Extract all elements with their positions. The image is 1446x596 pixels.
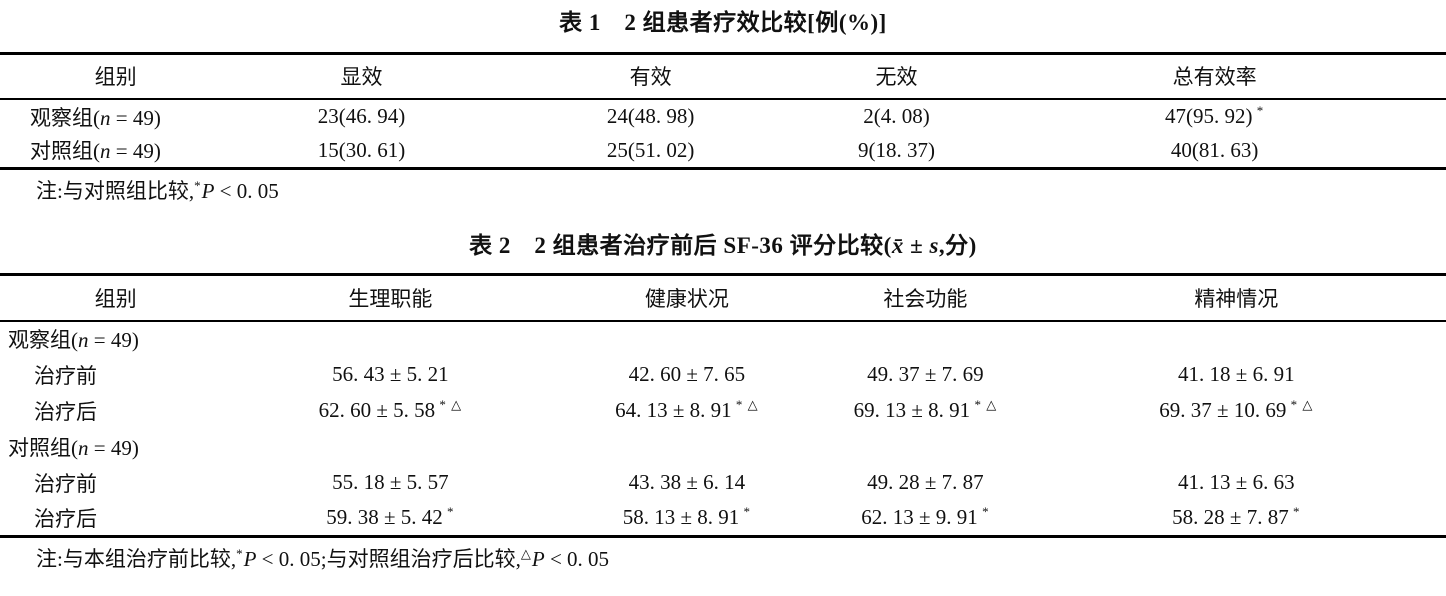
value-cell: 25(51. 02) [606,137,695,162]
value-cell: 58. 28 ± 7. 87 * [1172,504,1301,530]
table1-note: 注:与对照组比较,*P < 0. 05 [36,178,279,203]
column-header: 健康状况 [549,274,825,322]
table1-header-row: 组别 显效 有效 无效 总有效率 [0,53,1446,100]
value-cell: 58. 13 ± 8. 91 * [622,504,751,530]
value-cell: 47(95. 92) * [1165,103,1265,128]
table1-title: 表 1 2 组患者疗效比较[例(%)] [559,10,887,35]
value-cell: 15(30. 61) [317,137,406,162]
value-cell: 56. 43 ± 5. 21 [332,362,449,386]
row-label-cell: 治疗后 [34,399,97,424]
value-cell: 41. 18 ± 6. 91 [1178,362,1295,386]
table2-header-row: 组别 生理职能 健康状况 社会功能 精神情况 [0,274,1446,322]
row-label-cell: 观察组(n = 49) [30,105,161,130]
value-cell: 59. 38 ± 5. 42 * [326,504,455,530]
column-header: 显效 [231,53,492,100]
paper-page: 表 1 2 组患者疗效比较[例(%)] 组别 显效 有效 无效 总有效率 观察组(n =… [0,10,1446,596]
column-header: 社会功能 [824,274,1027,322]
table-row: 观察组(n = 49) 23(46. 94) 24(48. 98) 2(4. 08) 4… [0,99,1446,134]
value-cell: 43. 38 ± 6. 14 [628,470,746,494]
column-header: 总有效率 [983,53,1446,100]
value-cell: 41. 13 ± 6. 63 [1178,470,1295,494]
value-cell: 40(81. 63) [1170,137,1259,162]
table2: 组别 生理职能 健康状况 社会功能 精神情况 观察组(n = 49) 治疗前 56. 43 … [0,273,1446,538]
table-row: 治疗后 59. 38 ± 5. 42 * 58. 13 ± 8. 91 * 62. 1… [0,501,1446,537]
column-header: 组别 [0,274,232,322]
row-label-cell: 治疗前 [34,363,97,388]
column-header: 生理职能 [231,274,550,322]
value-cell: 69. 13 ± 8. 91 * △ [853,397,998,422]
value-cell: 9(18. 37) [857,137,935,162]
value-cell: 62. 13 ± 9. 91 * [861,504,990,530]
value-cell: 64. 13 ± 8. 91 * △ [615,397,759,422]
row-label-cell: 对照组(n = 49) [30,139,161,164]
value-cell: 42. 60 ± 7. 65 [628,362,746,386]
table-row: 治疗前 56. 43 ± 5. 21 42. 60 ± 7. 65 49. 37 ± … [0,357,1446,393]
value-cell: 49. 28 ± 7. 87 [867,470,984,494]
value-cell: 69. 37 ± 10. 69 * △ [1159,397,1314,422]
row-label-cell: 治疗后 [34,506,97,531]
column-header: 组别 [0,53,232,100]
column-header: 无效 [809,53,984,100]
table-row: 观察组(n = 49) [0,321,1446,357]
table1: 组别 显效 有效 无效 总有效率 观察组(n = 49) 23(46. 94) 24(48.… [0,52,1446,170]
column-header: 有效 [491,53,810,100]
value-cell: 24(48. 98) [606,104,695,128]
table2-body: 观察组(n = 49) 治疗前 56. 43 ± 5. 21 42. 60 ± 7. … [0,321,1446,537]
table-row: 对照组(n = 49) [0,429,1446,465]
value-cell: 55. 18 ± 5. 57 [332,470,449,494]
row-label-cell: 治疗前 [34,471,97,496]
table-row: 治疗后 62. 60 ± 5. 58 * △ 64. 13 ± 8. 91 * △ 6… [0,393,1446,429]
table2-note: 注:与本组治疗前比较,*P < 0. 05;与对照组治疗后比较,△P < 0. … [36,546,610,571]
group-label-cell: 对照组(n = 49) [8,435,139,460]
column-header: 精神情况 [1026,274,1446,322]
value-cell: 2(4. 08) [863,104,930,128]
table2-title: 表 2 2 组患者治疗前后 SF-36 评分比较(x̄ ± s,分) [469,233,977,258]
value-cell: 62. 60 ± 5. 58 * △ [318,397,463,422]
table-row: 治疗前 55. 18 ± 5. 57 43. 38 ± 6. 14 49. 28 ± … [0,465,1446,501]
value-cell: 23(46. 94) [317,104,406,128]
group-label-cell: 观察组(n = 49) [8,328,139,352]
value-cell: 49. 37 ± 7. 69 [867,362,984,386]
table-row: 对照组(n = 49) 15(30. 61) 25(51. 02) 9(18. 37)… [0,134,1446,169]
table1-body: 观察组(n = 49) 23(46. 94) 24(48. 98) 2(4. 08) 4… [0,99,1446,169]
